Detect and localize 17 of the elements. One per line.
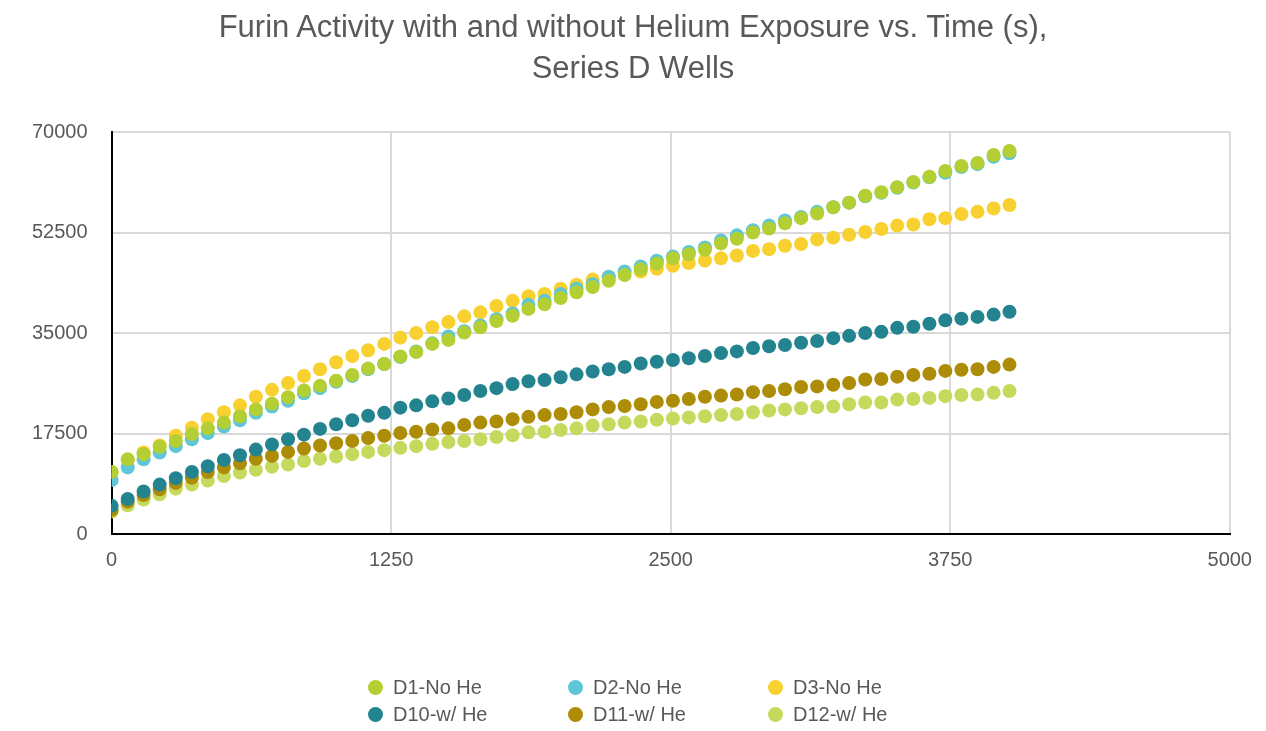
legend-label: D3-No He — [793, 676, 882, 699]
x-tick-label: 3750 — [927, 547, 973, 570]
legend-label: D1-No He — [393, 676, 482, 699]
x-tick-label: 5000 — [1207, 547, 1252, 570]
legend-label: D11-w/ He — [593, 703, 686, 726]
y-tick-label: 0 — [76, 521, 88, 544]
legend-label: D2-No He — [593, 676, 682, 699]
x-tick-label: 0 — [106, 547, 118, 570]
chart-title: Furin Activity with and without Helium Exposure vs. Time (s), Series D Wells — [217, 8, 1049, 87]
y-tick-label: 70000 — [31, 119, 88, 142]
y-tick-label: 17500 — [31, 421, 88, 444]
legend-label: D12-w/ He — [793, 703, 888, 726]
legend-label: D10-w/ He — [393, 703, 488, 726]
x-tick-label: 2500 — [648, 547, 693, 570]
y-tick-label: 52500 — [31, 220, 88, 243]
x-tick-label: 1250 — [368, 547, 414, 570]
y-tick-label: 35000 — [31, 320, 88, 343]
